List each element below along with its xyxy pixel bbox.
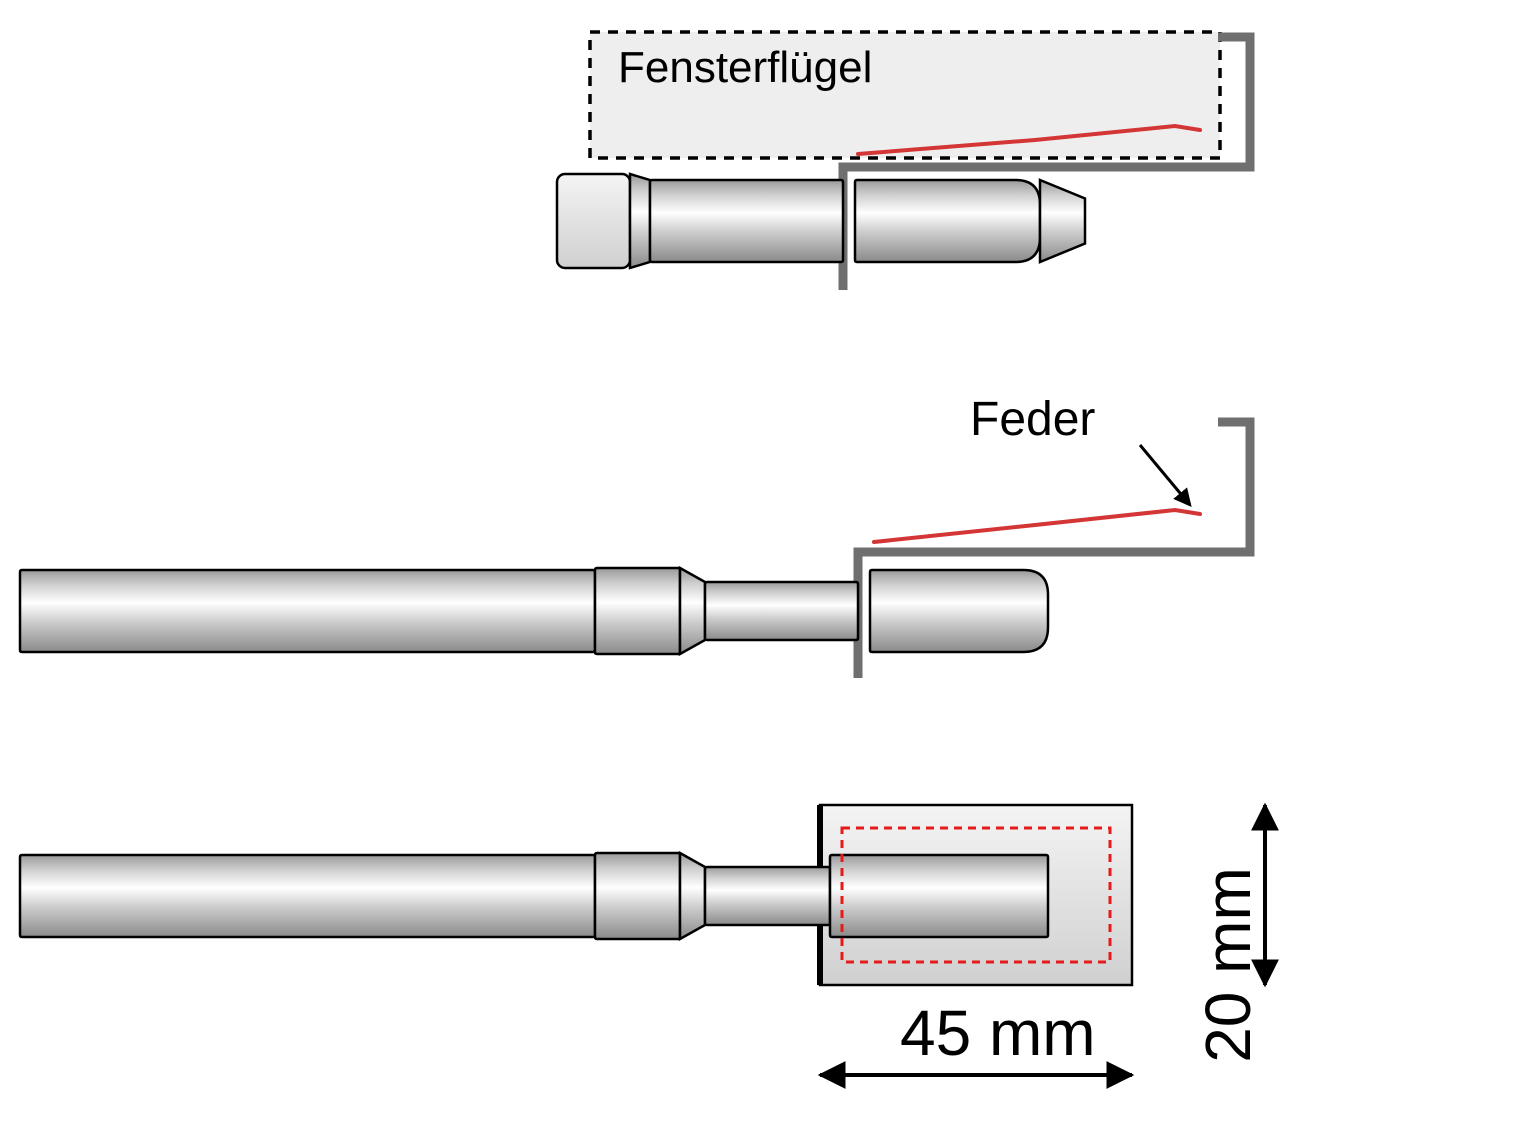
rod-cap-1: [557, 174, 630, 268]
window-sash-label: Fensterflügel: [618, 43, 872, 92]
spring-label: Feder: [970, 393, 1095, 446]
dim-height-label: 20 mm: [1192, 867, 1264, 1063]
dim-width-label: 45 mm: [900, 997, 1096, 1069]
spring-2: [874, 510, 1200, 542]
spring-pointer: [1140, 445, 1190, 505]
